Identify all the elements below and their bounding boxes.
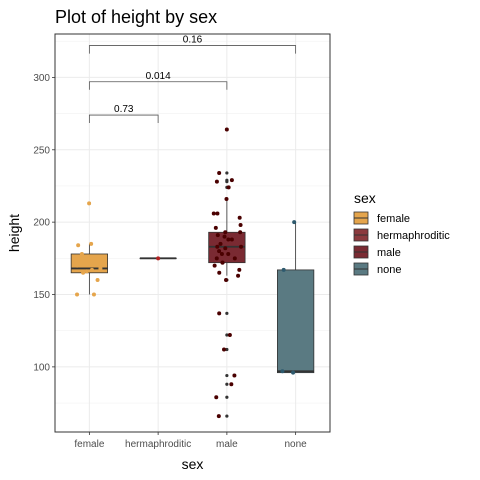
data-point (156, 256, 161, 261)
data-point (218, 241, 223, 246)
legend-label: hermaphroditic (377, 230, 450, 242)
data-point (224, 196, 229, 201)
data-point (217, 311, 222, 316)
data-point (224, 278, 229, 283)
panel-border (54, 33, 331, 433)
outlier-point (225, 171, 229, 175)
outlier-point (225, 180, 229, 184)
data-point (87, 259, 92, 264)
y-tick-label: 200 (33, 218, 50, 229)
data-point (223, 246, 228, 251)
data-point (215, 244, 220, 249)
legend-label: none (377, 264, 401, 276)
x-tick-label: none (285, 439, 308, 450)
data-point (217, 270, 222, 275)
outlier-point (225, 395, 229, 399)
y-axis-title: height (6, 214, 22, 252)
data-point (89, 267, 94, 272)
outlier-point (225, 333, 229, 337)
data-point (81, 270, 86, 275)
data-point (238, 230, 243, 235)
data-point (222, 234, 227, 239)
data-point (237, 215, 242, 220)
data-point (87, 201, 92, 206)
box-body (70, 253, 108, 274)
outlier-point (225, 347, 229, 352)
comparison-bracket (88, 45, 297, 54)
data-point (95, 278, 100, 283)
comparison-p-value: 0.014 (146, 71, 171, 82)
legend-title: sex (354, 190, 376, 206)
data-point (280, 369, 285, 374)
comparison-p-value: 0.73 (114, 104, 134, 115)
data-point (222, 347, 227, 352)
data-point (239, 244, 244, 249)
data-point (223, 230, 228, 235)
outlier-point (225, 373, 229, 378)
data-point (229, 178, 234, 183)
y-tick-label: 250 (33, 145, 50, 156)
outlier-point (225, 414, 229, 418)
data-point (215, 211, 220, 216)
legend-label: male (377, 247, 401, 259)
data-point (84, 269, 89, 274)
plot-panel: 0.73 0.014 0.16 (54, 33, 331, 433)
data-point (75, 263, 80, 268)
data-point (214, 395, 219, 400)
y-tick-label: 100 (33, 362, 50, 373)
data-point (229, 237, 234, 242)
data-point (213, 225, 218, 230)
outlier-point (225, 311, 229, 315)
legend-label: female (377, 213, 410, 225)
data-point (220, 260, 225, 265)
data-point (214, 179, 219, 184)
y-tick-label: 300 (33, 73, 50, 84)
data-point (98, 266, 103, 271)
x-tick-label: female (74, 439, 104, 450)
data-point (76, 243, 81, 248)
data-point (216, 414, 221, 419)
plot-title: Plot of height by sex (55, 7, 217, 27)
data-point (85, 256, 90, 261)
legend: sex female hermaphroditic male none (353, 190, 450, 276)
data-point (219, 251, 224, 256)
data-point (229, 382, 234, 387)
comparison-bracket (88, 81, 228, 90)
data-point (232, 373, 237, 378)
data-point (214, 256, 219, 261)
data-point (226, 185, 231, 190)
data-point (237, 267, 242, 272)
x-tick-label: hermaphroditic (125, 439, 191, 450)
data-point (236, 273, 241, 278)
data-point (226, 237, 231, 242)
data-point (79, 251, 84, 256)
y-tick-label: 150 (33, 290, 50, 301)
data-point (215, 233, 220, 238)
data-point (226, 251, 231, 256)
data-point (232, 256, 237, 261)
data-point (91, 292, 96, 297)
data-point (238, 223, 243, 228)
data-point (227, 333, 232, 338)
x-axis-title: sex (182, 456, 204, 472)
data-point (212, 263, 217, 268)
data-point (217, 249, 222, 254)
outlier-point (225, 382, 229, 386)
box-body (277, 269, 315, 374)
data-point (75, 292, 80, 297)
data-point (224, 127, 229, 132)
data-point (211, 211, 216, 216)
data-point (217, 170, 222, 175)
data-point (291, 370, 296, 375)
x-tick-label: male (216, 439, 238, 450)
data-point (89, 241, 94, 246)
data-point (281, 267, 286, 272)
comparison-p-value: 0.16 (183, 35, 203, 46)
data-point (292, 220, 297, 225)
comparison-bracket (88, 114, 159, 124)
